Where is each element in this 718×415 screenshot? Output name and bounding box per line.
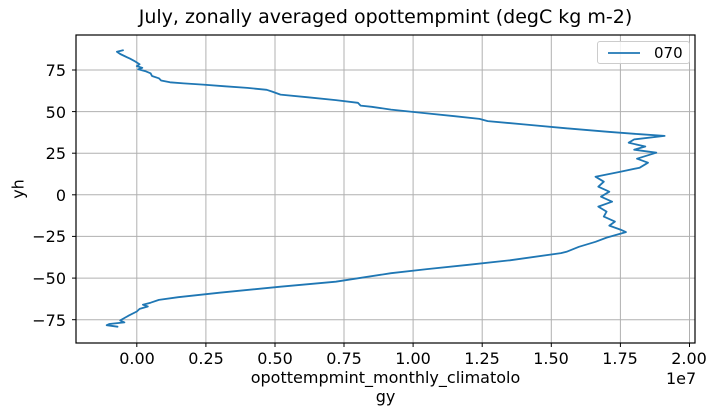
x-tick-label: 2.00 bbox=[671, 349, 707, 368]
x-axis-offset-text: 1e7 bbox=[666, 369, 697, 388]
y-tick-label: 50 bbox=[45, 103, 66, 122]
y-axis-label: yh bbox=[8, 179, 28, 199]
x-axis-label: opottempmint_monthly_climatolo gy bbox=[76, 368, 695, 406]
y-tick-label: −50 bbox=[32, 269, 66, 288]
legend-line-sample-icon bbox=[608, 51, 640, 54]
x-tick-label: 1.25 bbox=[464, 349, 500, 368]
y-tick-label: 0 bbox=[55, 186, 66, 205]
x-tick-label: 0.50 bbox=[257, 349, 293, 368]
x-tick-label: 0.00 bbox=[119, 349, 155, 368]
legend: 070 bbox=[597, 41, 690, 64]
y-tick-label: −75 bbox=[32, 311, 66, 330]
legend-label: 070 bbox=[654, 43, 683, 62]
x-axis-label-line2: gy bbox=[375, 387, 396, 406]
x-tick-label: 0.75 bbox=[326, 349, 362, 368]
x-tick-label: 1.75 bbox=[602, 349, 638, 368]
x-tick-label: 1.50 bbox=[533, 349, 569, 368]
x-tick-label: 0.25 bbox=[188, 349, 224, 368]
x-axis-label-line1: opottempmint_monthly_climatolo bbox=[250, 368, 521, 387]
y-tick-label: 25 bbox=[45, 144, 66, 163]
chart-title: July, zonally averaged opottempmint (deg… bbox=[138, 6, 633, 28]
y-tick-label: 75 bbox=[45, 61, 66, 80]
y-tick-label: −25 bbox=[32, 227, 66, 246]
x-tick-label: 1.00 bbox=[395, 349, 431, 368]
